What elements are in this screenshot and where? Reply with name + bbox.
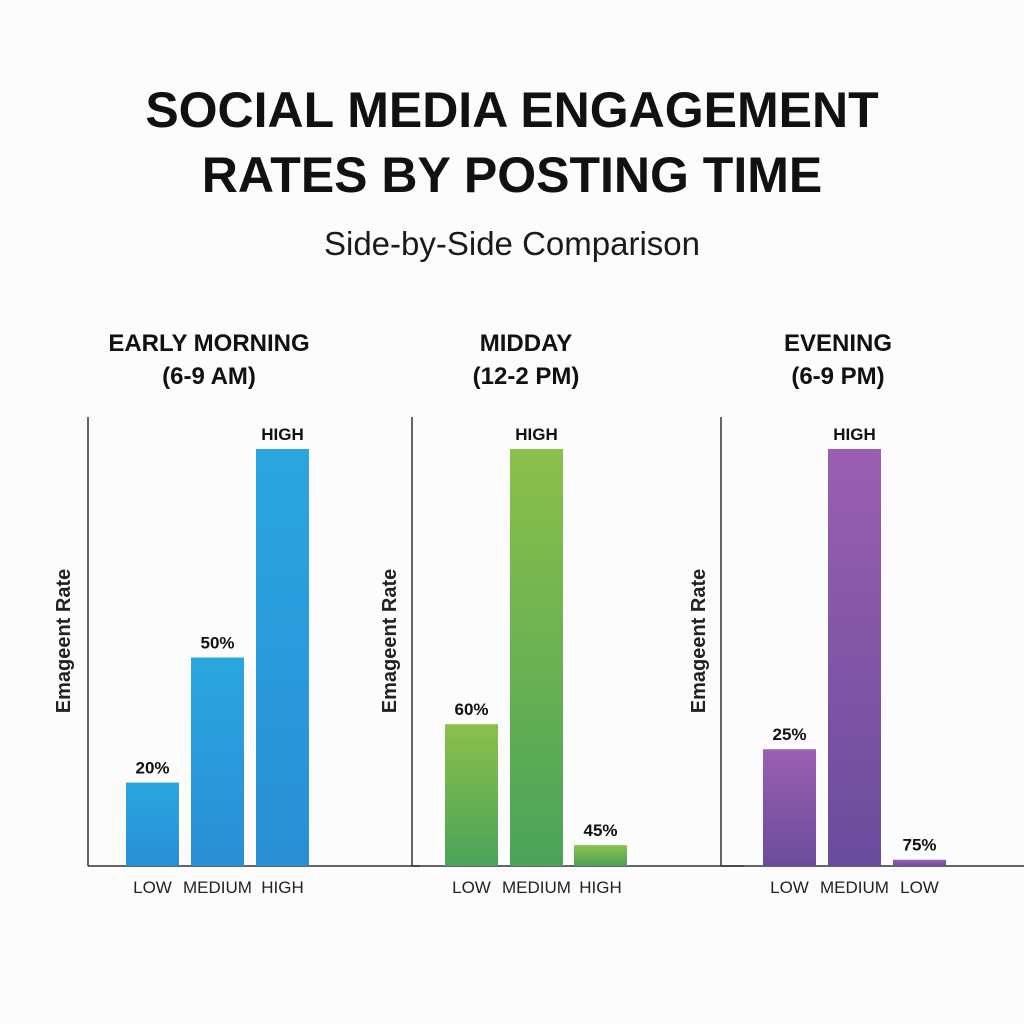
- panel-3-bar-3: [893, 859, 946, 866]
- panel-2-x-tick-3: HIGH: [579, 878, 622, 897]
- panel-1-bar-1: [126, 782, 179, 866]
- panel-3-bar-label-3: 75%: [902, 836, 936, 855]
- panel-3-title-line-1: EVENING: [784, 330, 892, 357]
- panel-1-bar-3: [256, 449, 309, 866]
- panel-1-x-tick-3: HIGH: [261, 878, 304, 897]
- panel-2-y-axis-label: Emageent Rate: [379, 569, 401, 714]
- chart-panel-2: MIDDAY (12-2 PM) Emageent Rate 60% LOW HIGH ME…: [379, 330, 744, 897]
- panel-2-bar-3: [574, 845, 627, 866]
- panel-1-bar-label-3: HIGH: [261, 425, 304, 444]
- panel-1-bar-label-2: 50%: [200, 634, 234, 653]
- panel-3-bar-label-2: HIGH: [833, 425, 876, 444]
- panel-3-bar-2: [828, 449, 881, 866]
- panel-2-x-tick-2: MEDIUM: [502, 878, 571, 897]
- panel-3-title-line-2: (6-9 PM): [791, 363, 884, 390]
- panel-3-bar-1: [763, 749, 816, 866]
- panel-2-bar-label-3: 45%: [583, 821, 617, 840]
- panel-2-bar-2: [510, 449, 563, 866]
- panel-3-y-axis-label: Emageent Rate: [688, 569, 710, 714]
- chart-panel-1: EARLY MORNING (6-9 AM) Emageent Rate 20% LOW…: [53, 330, 420, 897]
- panel-1-bar-label-1: 20%: [135, 759, 169, 778]
- panel-3-x-tick-1: LOW: [770, 878, 809, 897]
- panel-2-title-line-2: (12-2 PM): [473, 363, 580, 390]
- panel-2-x-tick-1: LOW: [452, 878, 491, 897]
- chart-subtitle: Side-by-Side Comparison: [323, 225, 700, 262]
- chart-title-line-2: RATES BY POSTING TIME: [201, 147, 823, 203]
- panel-3-bar-label-1: 25%: [772, 725, 806, 744]
- panel-2-bar-label-2: HIGH: [515, 425, 558, 444]
- panel-2-bar-label-1: 60%: [454, 700, 488, 719]
- chart-title-line-1: SOCIAL MEDIA ENGAGEMENT: [145, 82, 879, 138]
- panel-1-bar-2: [191, 657, 244, 866]
- panel-1-x-tick-2: MEDIUM: [183, 878, 252, 897]
- panel-3-x-tick-2: MEDIUM: [820, 878, 889, 897]
- panel-2-title-line-1: MIDDAY: [480, 330, 572, 357]
- panel-1-title-line-1: EARLY MORNING: [108, 330, 309, 357]
- panel-1-x-tick-1: LOW: [133, 878, 172, 897]
- panel-2-bar-1: [445, 724, 498, 866]
- chart-panel-3: EVENING (6-9 PM) Emageent Rate 25% LOW HIGH ME…: [688, 330, 1024, 897]
- panel-3-x-tick-3: LOW: [900, 878, 939, 897]
- panel-1-y-axis-label: Emageent Rate: [53, 569, 75, 714]
- panel-1-title-line-2: (6-9 AM): [162, 363, 256, 390]
